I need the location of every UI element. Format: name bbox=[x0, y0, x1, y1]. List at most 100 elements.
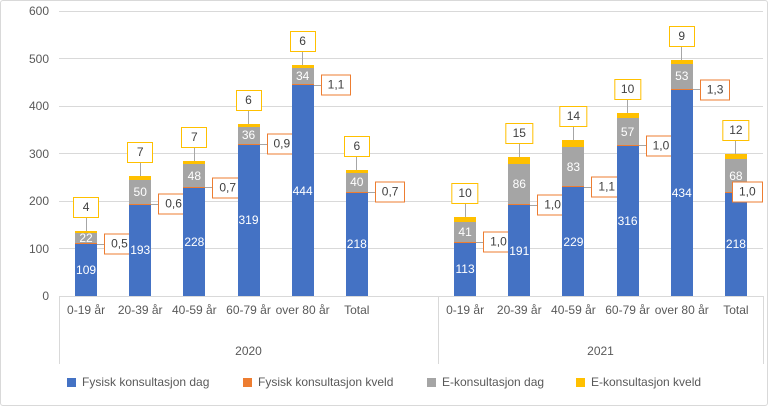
bar-segment-e_kveld[interactable] bbox=[670, 59, 693, 64]
bar-segment-e_dag[interactable] bbox=[183, 164, 206, 187]
bar-segment-e_kveld[interactable] bbox=[508, 156, 531, 164]
bar-segment-e_kveld[interactable] bbox=[724, 153, 747, 160]
bar-segment-e_kveld[interactable] bbox=[183, 160, 206, 165]
bar-segment-fysisk_kveld[interactable] bbox=[75, 243, 98, 245]
legend-marker-icon bbox=[243, 377, 252, 387]
callout-e-kveld-value: 14 bbox=[559, 106, 588, 128]
bar-segment-fysisk_dag[interactable] bbox=[616, 145, 639, 296]
bar-segment-e_kveld[interactable] bbox=[562, 140, 585, 147]
callout-fysisk-kveld-value: 1,0 bbox=[732, 181, 763, 203]
bar-segment-e_dag[interactable] bbox=[616, 118, 639, 146]
callout-fysisk-kveld-value: 1,3 bbox=[699, 79, 731, 101]
legend-item[interactable]: Fysisk konsultasjon kveld bbox=[243, 375, 393, 389]
callout-connector bbox=[518, 143, 520, 157]
bar-segment-e_dag[interactable] bbox=[291, 68, 314, 85]
bar-segment-e_dag[interactable] bbox=[562, 147, 585, 187]
gridline bbox=[59, 58, 763, 59]
category-group-divider bbox=[763, 296, 764, 364]
bar-segment-e_dag[interactable] bbox=[129, 179, 152, 204]
x-axis-group-label: 2020 bbox=[235, 344, 262, 358]
callout-connector bbox=[464, 204, 466, 218]
callout-fysisk-kveld-value: 1,0 bbox=[483, 231, 514, 253]
bar-segment-fysisk_dag[interactable] bbox=[291, 85, 314, 296]
bar-segment-e_dag[interactable] bbox=[345, 172, 368, 192]
bar-segment-fysisk_kveld[interactable] bbox=[616, 145, 639, 146]
callout-connector bbox=[367, 191, 375, 193]
bar-value-label-e-dag: 83 bbox=[566, 159, 581, 174]
callout-e-kveld-value: 15 bbox=[505, 122, 533, 144]
bar-segment-e_kveld[interactable] bbox=[237, 123, 260, 127]
bar-segment-e_dag[interactable] bbox=[75, 232, 98, 244]
legend-marker-icon bbox=[67, 377, 76, 387]
legend-marker-icon bbox=[427, 377, 436, 387]
bar-segment-fysisk_dag[interactable] bbox=[237, 144, 260, 296]
bar-segment-fysisk_dag[interactable] bbox=[75, 244, 98, 296]
gridline bbox=[59, 200, 763, 202]
legend-marker-icon bbox=[576, 377, 585, 387]
callout-connector bbox=[681, 46, 683, 60]
gridline bbox=[59, 248, 763, 249]
bar-segment-e_kveld[interactable] bbox=[454, 217, 477, 223]
callout-fysisk-kveld-value: 1,0 bbox=[537, 194, 568, 216]
bar-segment-fysisk_kveld[interactable] bbox=[237, 143, 260, 145]
legend-item[interactable]: E-konsultasjon kveld bbox=[576, 375, 701, 389]
bar-value-label-fysisk-dag: 109 bbox=[76, 263, 97, 278]
callout-fysisk-kveld-value: 0,7 bbox=[374, 181, 406, 203]
legend-label: E-konsultasjon kveld bbox=[591, 375, 702, 389]
bar-segment-e_kveld[interactable] bbox=[345, 169, 368, 173]
bar-segment-fysisk_kveld[interactable] bbox=[670, 89, 693, 90]
bar-segment-e_dag[interactable] bbox=[454, 222, 477, 242]
callout-connector bbox=[584, 186, 592, 188]
bar-segment-fysisk_dag[interactable] bbox=[183, 187, 206, 296]
bar-value-label-e-dag: 57 bbox=[620, 124, 635, 139]
bar-value-label-fysisk-dag: 191 bbox=[509, 243, 530, 258]
bar-segment-e_dag[interactable] bbox=[670, 63, 693, 90]
bar-value-label-e-dag: 86 bbox=[512, 177, 526, 192]
y-axis-tick-label: 0 bbox=[42, 289, 49, 303]
bar-segment-fysisk_kveld[interactable] bbox=[291, 84, 314, 86]
callout-connector bbox=[302, 52, 304, 66]
callout-e-kveld-value: 7 bbox=[181, 126, 208, 148]
callout-e-kveld-value: 6 bbox=[235, 89, 262, 111]
bar-segment-fysisk_dag[interactable] bbox=[129, 204, 152, 296]
category-group-divider bbox=[59, 296, 60, 364]
callout-connector bbox=[692, 89, 700, 91]
bar-segment-fysisk_dag[interactable] bbox=[345, 192, 368, 296]
legend-label: Fysisk konsultasjon dag bbox=[82, 375, 210, 389]
bar-segment-fysisk_kveld[interactable] bbox=[345, 191, 368, 193]
bar-segment-e_kveld[interactable] bbox=[129, 176, 152, 180]
bar-segment-fysisk_dag[interactable] bbox=[454, 242, 477, 296]
bar-value-label-fysisk-dag: 434 bbox=[671, 185, 692, 200]
bar-value-label-e-dag: 48 bbox=[187, 168, 202, 183]
x-axis-category-label: 0-19 år bbox=[67, 303, 106, 317]
callout-connector bbox=[530, 204, 538, 206]
bar-segment-fysisk_kveld[interactable] bbox=[129, 203, 152, 205]
bar-segment-fysisk_dag[interactable] bbox=[562, 187, 585, 296]
x-axis-category-label: over 80 år bbox=[654, 303, 709, 317]
bar-segment-e_kveld[interactable] bbox=[75, 231, 98, 233]
bar-segment-fysisk_dag[interactable] bbox=[724, 192, 747, 296]
callout-connector bbox=[572, 127, 574, 141]
bar-segment-e_dag[interactable] bbox=[508, 163, 531, 205]
bar-segment-fysisk_dag[interactable] bbox=[508, 205, 531, 296]
bar-segment-fysisk_kveld[interactable] bbox=[183, 186, 206, 188]
callout-connector bbox=[627, 100, 629, 114]
legend-item[interactable]: E-konsultasjon dag bbox=[427, 375, 544, 389]
y-axis-tick-label: 400 bbox=[28, 99, 49, 113]
bar-value-label-fysisk-dag: 444 bbox=[292, 183, 313, 198]
bar-segment-fysisk_kveld[interactable] bbox=[454, 241, 477, 243]
bar-segment-e_kveld[interactable] bbox=[616, 113, 639, 119]
bar-segment-fysisk_kveld[interactable] bbox=[562, 186, 585, 188]
callout-e-kveld-value: 6 bbox=[289, 31, 316, 53]
bar-value-label-fysisk-dag: 228 bbox=[184, 234, 205, 249]
bar-segment-fysisk_dag[interactable] bbox=[670, 89, 693, 296]
bar-segment-e_dag[interactable] bbox=[237, 126, 260, 144]
legend-item[interactable]: Fysisk konsultasjon dag bbox=[67, 375, 209, 389]
callout-connector bbox=[97, 243, 105, 245]
bar-segment-fysisk_kveld[interactable] bbox=[508, 204, 531, 206]
bar-value-label-e-dag: 50 bbox=[133, 184, 147, 199]
bar-segment-e_kveld[interactable] bbox=[291, 65, 314, 69]
x-axis-line bbox=[59, 296, 763, 297]
x-axis-category-label: 60-79 år bbox=[605, 303, 650, 317]
